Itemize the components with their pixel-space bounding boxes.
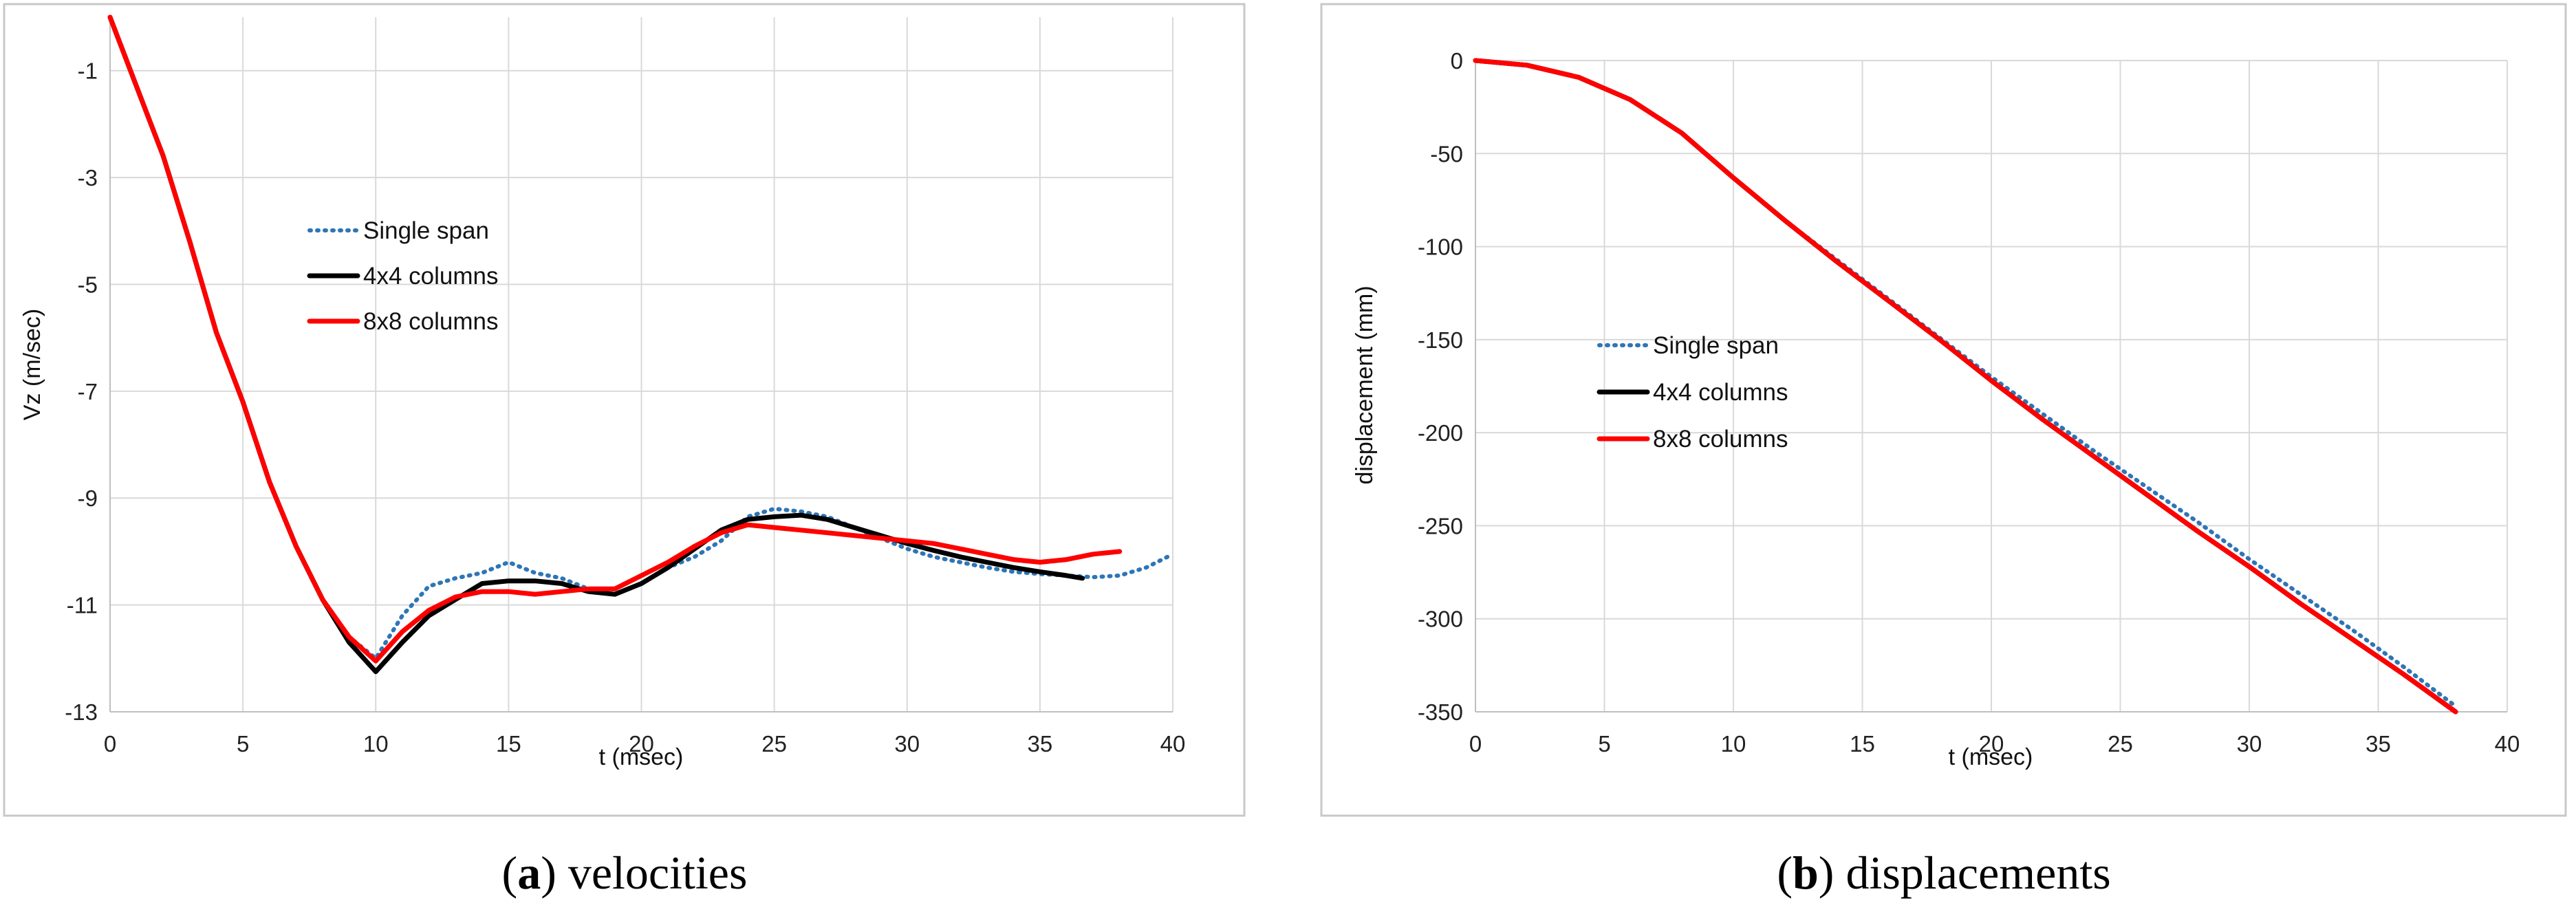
y-tick-label: 0 [1451, 48, 1463, 74]
chart-displacements: 0 5 10 15 20 25 30 35 40 0 -50 -100 -150 -200 -250 -300… [1320, 3, 2567, 817]
x-tick-label: 5 [1598, 731, 1610, 757]
y-tick-label: -5 [78, 272, 98, 297]
caption-b-letter: b [1793, 847, 1819, 899]
legend-label: 4x4 columns [363, 263, 498, 290]
legend-label: 8x8 columns [363, 308, 498, 335]
x-tick-label: 20 [1979, 731, 2004, 757]
x-tick-label: 15 [496, 731, 521, 757]
y-axis-label: Vz (m/sec) [19, 309, 45, 420]
chart-frame [3, 3, 1246, 817]
x-tick-label: 0 [104, 731, 116, 757]
x-tick-label: 30 [894, 731, 920, 757]
x-tick-label: 40 [1160, 731, 1186, 757]
caption-b: (b) displacements [1777, 847, 2110, 899]
y-tick-label: -50 [1430, 141, 1463, 166]
caption-a: (a) velocities [502, 847, 748, 899]
y-tick-label: -350 [1418, 699, 1463, 725]
chart-frame [1320, 3, 2567, 817]
x-tick-label: 5 [237, 731, 249, 757]
legend-label: 8x8 columns [1653, 426, 1788, 453]
legend-label: Single span [1653, 332, 1779, 359]
x-tick-label: 15 [1850, 731, 1875, 757]
x-tick-label: 10 [363, 731, 389, 757]
y-axis-label: displacement (mm) [1352, 285, 1378, 484]
x-tick-label: 0 [1469, 731, 1482, 757]
series-line-8x8-columns [1473, 58, 2458, 715]
legend-label: 4x4 columns [1653, 379, 1788, 406]
y-tick-label: -150 [1418, 327, 1463, 353]
y-tick-label: -300 [1418, 607, 1463, 632]
y-tick-label: -100 [1418, 235, 1463, 260]
series-line-8x8-columns [107, 14, 1123, 664]
x-tick-label: 35 [2366, 731, 2391, 757]
y-tick-label: -3 [78, 165, 98, 191]
x-tick-label: 10 [1721, 731, 1746, 757]
caption-a-letter: a [517, 847, 541, 899]
x-tick-label: 20 [629, 731, 654, 757]
x-axis-label: t (msec) [1949, 744, 2033, 770]
y-tick-label: -9 [78, 486, 98, 511]
caption-a-text: velocities [568, 847, 748, 899]
y-tick-label: -200 [1418, 420, 1463, 446]
x-tick-label: 30 [2237, 731, 2262, 757]
y-tick-label: -1 [78, 58, 98, 84]
x-tick-label: 25 [761, 731, 787, 757]
x-tick-label: 40 [2495, 731, 2520, 757]
x-tick-label: 35 [1028, 731, 1053, 757]
caption-b-text: displacements [1846, 847, 2110, 899]
y-tick-label: -13 [65, 699, 98, 725]
legend-label: Single span [363, 217, 489, 244]
chart-velocities: 0 5 10 15 20 25 30 35 40 -1 -3 -5 -7 -9 -11 -13 Single … [3, 3, 1246, 817]
y-tick-label: -250 [1418, 513, 1463, 538]
x-tick-label: 25 [2108, 731, 2133, 757]
y-tick-label: -7 [78, 379, 98, 404]
y-tick-label: -11 [67, 593, 98, 618]
x-axis-label: t (msec) [599, 744, 684, 770]
